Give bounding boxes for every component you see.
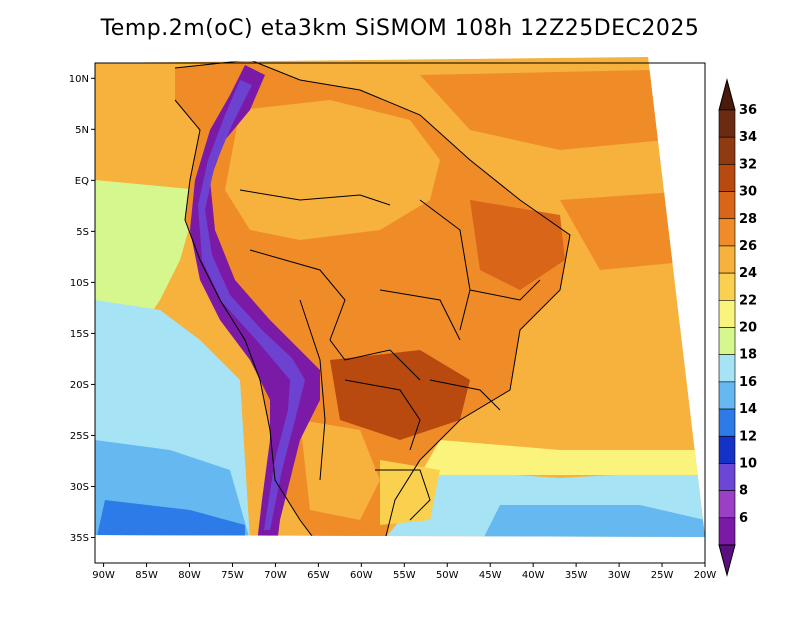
colorbar-segment <box>718 408 736 437</box>
colorbar-segment <box>718 164 736 192</box>
lat-tick-label: 25S <box>70 431 89 442</box>
colorbar-label: 32 <box>739 157 757 172</box>
colorbar-segment <box>718 354 736 383</box>
brazil-state-border-4 <box>429 379 501 411</box>
uruguay-border <box>375 469 431 521</box>
lon-tick-label: 50W <box>436 570 459 581</box>
pacific-coldest-field <box>95 500 245 537</box>
colorbar-label: 36 <box>739 103 757 118</box>
colorbar-segment <box>718 109 736 138</box>
argentina-plain <box>300 420 380 520</box>
colorbar-segment <box>718 435 736 464</box>
colorbar-segment <box>718 218 736 247</box>
atlantic-north-warm <box>420 70 665 150</box>
atlantic-far-south <box>480 505 705 537</box>
bolivia-border <box>249 249 421 381</box>
colorbar-segment <box>718 136 736 165</box>
lat-tick-label: 10N <box>69 74 89 85</box>
colorbar-label: 16 <box>739 375 757 390</box>
colorbar-label: 28 <box>739 212 757 227</box>
colorbar-segment <box>718 300 736 328</box>
lat-tick-label: 5S <box>76 227 89 238</box>
colorbar: 36 34 32 30 28 26 24 22 20 18 16 14 12 10 8 6 <box>718 78 757 577</box>
colorbar-segment <box>718 191 736 220</box>
lon-tick-label: 60W <box>350 570 373 581</box>
brazil-state-border-1 <box>419 199 471 331</box>
lat-tick-label: 30S <box>70 482 89 493</box>
colorbar-segment <box>718 381 736 410</box>
colorbar-segment <box>718 272 736 301</box>
colorbar-label: 14 <box>739 402 757 417</box>
lat-tick-label: 5N <box>75 125 89 136</box>
colorbar-label: 8 <box>739 484 748 499</box>
brazil-north-border <box>239 189 391 206</box>
lon-tick-label: 65W <box>307 570 330 581</box>
colorbar-label: 34 <box>739 130 757 145</box>
pacific-cool-band <box>95 180 200 340</box>
lat-tick-label: 10S <box>70 278 89 289</box>
uruguay-region <box>380 460 440 525</box>
plot-frame <box>94 62 706 564</box>
colorbar-label: 24 <box>739 266 757 281</box>
lon-tick-label: 25W <box>651 570 674 581</box>
country-borders <box>174 59 571 537</box>
lon-tick-label: 45W <box>479 570 502 581</box>
latitude-axis: 10N 5N EQ 5S 10S 15S 20S 25S 30S 35S <box>69 74 95 544</box>
colorbar-label: 26 <box>739 239 757 254</box>
chile-argentina-border <box>299 299 326 481</box>
colorbar-segment <box>718 490 736 519</box>
colorbar-label: 10 <box>739 456 757 471</box>
colorbar-label: 22 <box>739 293 757 308</box>
lon-tick-label: 55W <box>393 570 416 581</box>
pacific-coastline <box>174 99 331 537</box>
lat-tick-label: 15S <box>70 329 89 340</box>
map-title: Temp.2m(oC) eta3km SiSMOM 108h 12Z25DEC2… <box>100 16 700 41</box>
colorbar-top-arrow <box>718 78 736 111</box>
lat-tick-label: 35S <box>70 533 89 544</box>
lon-tick-label: 90W <box>92 570 115 581</box>
atlantic-mid-band <box>420 440 705 475</box>
atlantic-coastline <box>174 59 571 537</box>
central-warm-core <box>330 350 470 440</box>
colorbar-segment <box>718 463 736 491</box>
lon-tick-label: 20W <box>694 570 717 581</box>
colorbar-segment <box>718 245 736 274</box>
lon-tick-label: 70W <box>264 570 287 581</box>
colorbar-label: 18 <box>739 348 757 363</box>
lon-tick-label: 30W <box>608 570 631 581</box>
colorbar-label: 30 <box>739 185 757 200</box>
lon-tick-label: 85W <box>135 570 158 581</box>
colorbar-bottom-arrow <box>718 544 736 577</box>
lon-tick-label: 35W <box>565 570 588 581</box>
colorbar-label: 12 <box>739 429 757 444</box>
colorbar-segment <box>718 517 736 546</box>
amazon-region <box>225 100 440 240</box>
lat-tick-label: EQ <box>75 176 89 187</box>
paraguay-border <box>344 379 421 451</box>
colorbar-segment <box>718 327 736 355</box>
brazil-state-border-3 <box>379 289 461 341</box>
lon-tick-label: 75W <box>221 570 244 581</box>
lon-tick-label: 40W <box>522 570 545 581</box>
longitude-axis: 90W 85W 80W 75W 70W 65W 60W 55W 50W 45W 40W 35W 30W 2… <box>92 563 716 581</box>
brazil-state-border-2 <box>469 279 541 301</box>
lon-tick-label: 80W <box>178 570 201 581</box>
colorbar-label: 20 <box>739 321 757 336</box>
northeast-warm-core <box>470 200 565 290</box>
lat-tick-label: 20S <box>70 380 89 391</box>
plot-area: 10N 5N EQ 5S 10S 15S 20S 25S 30S 35S 90W 85W 80W 75W… <box>69 57 716 581</box>
colorbar-label: 6 <box>739 511 748 526</box>
